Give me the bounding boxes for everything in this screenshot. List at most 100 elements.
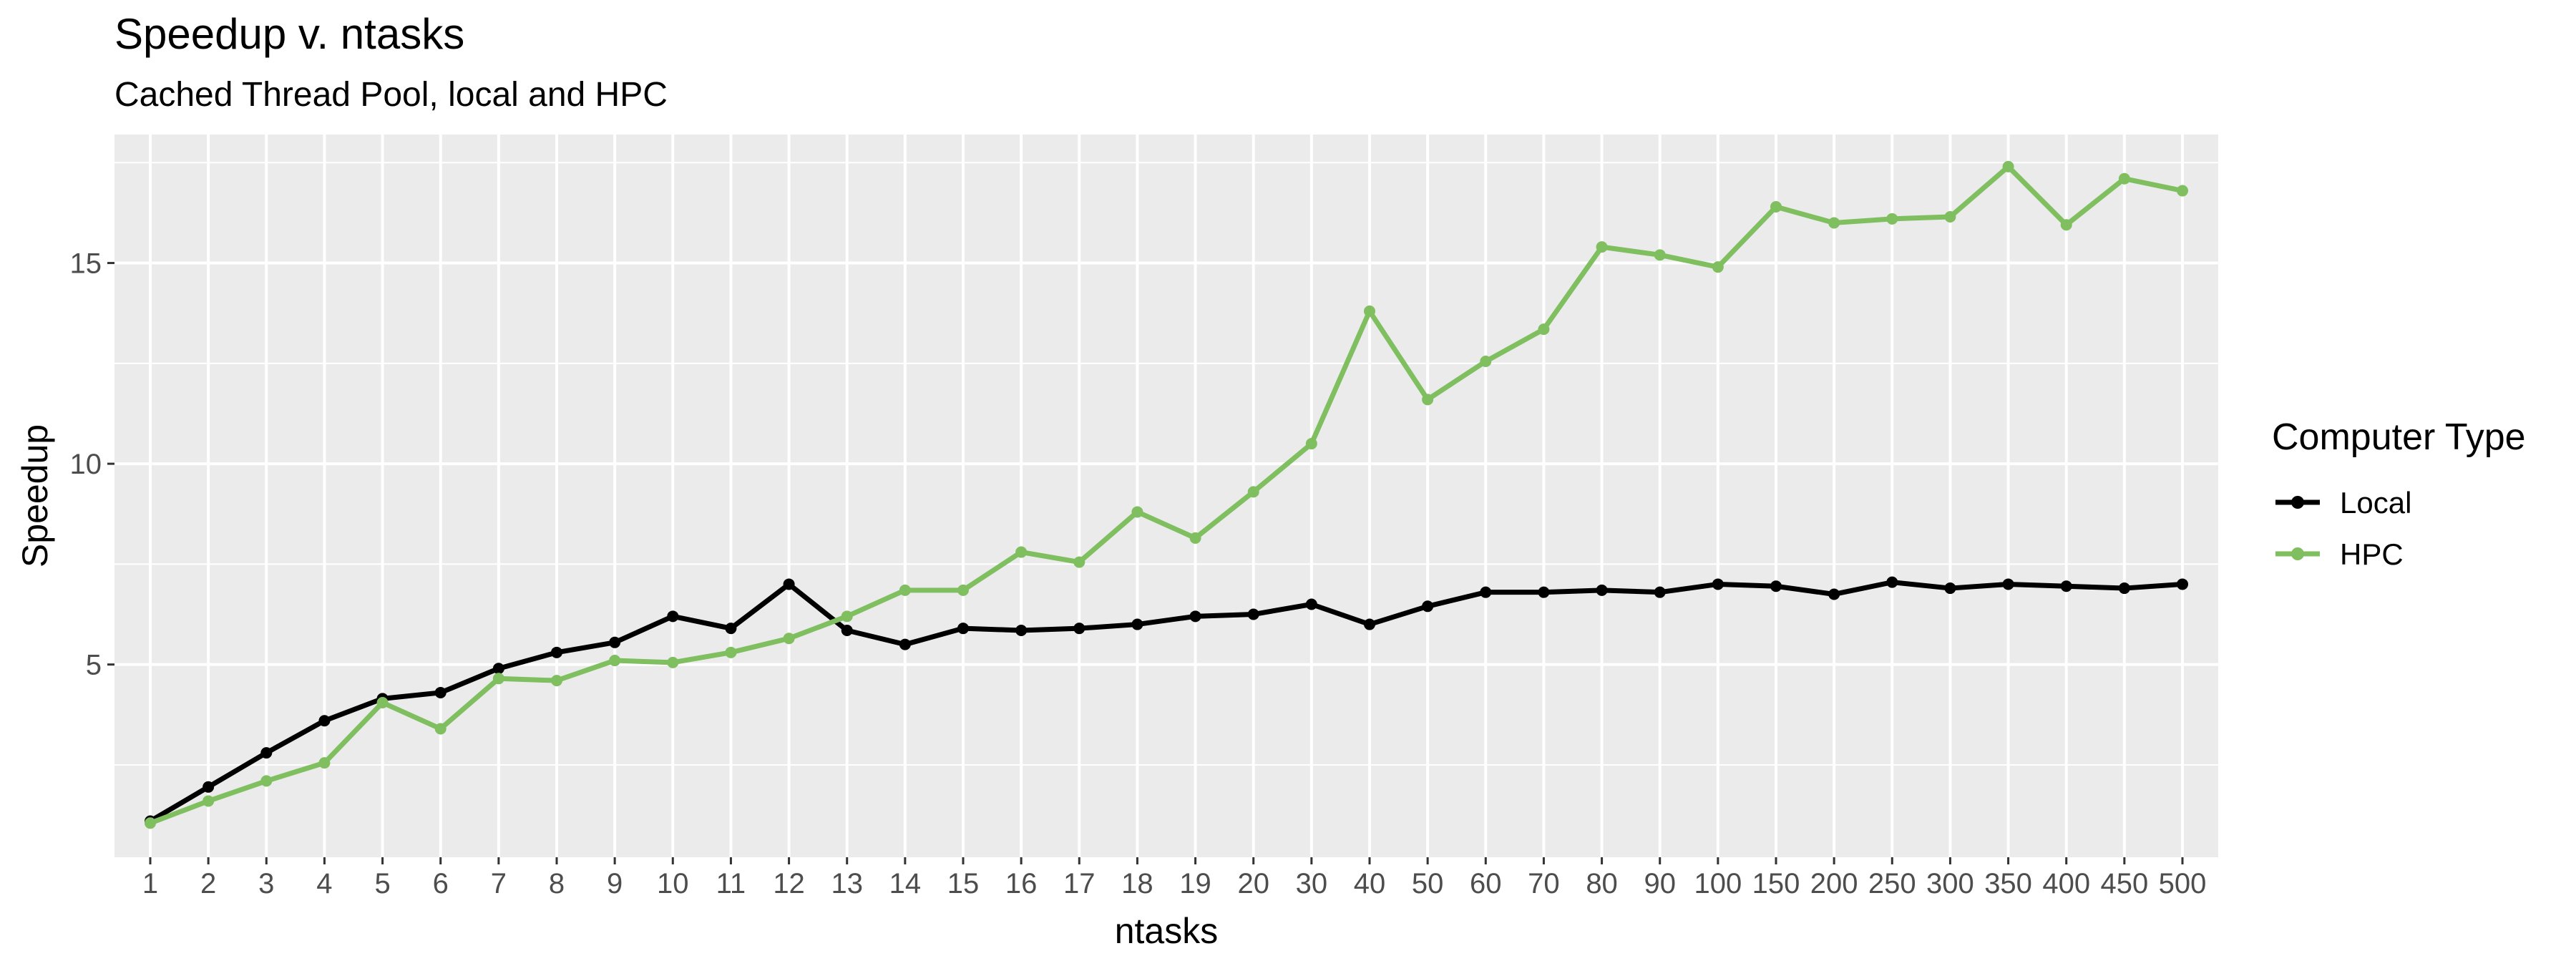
data-point-local — [1015, 624, 1028, 636]
x-tick-label: 100 — [1694, 868, 1742, 899]
x-tick-label: 9 — [607, 868, 623, 899]
data-point-hpc — [725, 646, 737, 658]
x-tick-label: 300 — [1926, 868, 1974, 899]
data-point-local — [1828, 588, 1840, 600]
legend-key-point — [2291, 547, 2304, 560]
x-tick-label: 6 — [433, 868, 449, 899]
x-tick-label: 1 — [142, 868, 158, 899]
x-tick-label: 5 — [374, 868, 390, 899]
x-tick-label: 18 — [1121, 868, 1153, 899]
x-tick-label: 20 — [1237, 868, 1269, 899]
data-point-hpc — [2177, 185, 2188, 197]
data-point-local — [1247, 608, 1259, 620]
data-point-hpc — [957, 584, 969, 596]
data-point-hpc — [1189, 532, 1201, 544]
legend-item-hpc: HPC — [2275, 537, 2404, 571]
series-line-hpc — [147, 164, 2185, 826]
data-point-local — [1131, 618, 1143, 630]
x-tick-label: 2 — [200, 868, 216, 899]
data-point-local — [1712, 578, 1724, 590]
x-tick-label: 7 — [491, 868, 507, 899]
x-tick-label: 40 — [1354, 868, 1386, 899]
legend-label: HPC — [2340, 537, 2404, 571]
y-axis-ticks: 5 10 15 — [70, 248, 114, 681]
data-point-local — [1073, 623, 1085, 635]
data-point-hpc — [434, 723, 447, 735]
data-point-hpc — [841, 610, 853, 623]
data-point-hpc — [260, 775, 273, 787]
data-point-hpc — [1305, 438, 1317, 450]
x-axis-ticks: 1 2 3 4 5 6 7 8 9 10 11 12 13 14 15 16 17 18 19 20 30 40 50 60 7… — [142, 857, 2207, 899]
y-tick-label: 5 — [86, 650, 102, 681]
data-point-hpc — [1712, 261, 1724, 273]
x-tick-label: 50 — [1412, 868, 1444, 899]
plot-panel — [114, 135, 2218, 857]
data-point-hpc — [1944, 211, 1956, 223]
y-tick-label: 10 — [70, 449, 102, 480]
data-point-hpc — [899, 584, 911, 596]
data-point-hpc — [551, 675, 562, 687]
x-tick-label: 500 — [2159, 868, 2207, 899]
data-point-local — [1364, 618, 1375, 630]
data-point-hpc — [783, 633, 795, 645]
y-axis-title: Speedup — [15, 424, 55, 567]
data-point-local — [609, 636, 621, 648]
data-point-local — [260, 747, 273, 759]
data-point-local — [2177, 578, 2188, 590]
data-point-local — [1596, 584, 1608, 596]
data-point-local — [1189, 610, 1201, 623]
data-point-local — [783, 578, 795, 590]
x-tick-label: 17 — [1063, 868, 1096, 899]
data-point-local — [957, 623, 969, 635]
data-point-local — [1538, 586, 1550, 598]
data-point-hpc — [1654, 249, 1666, 261]
data-point-local — [899, 638, 911, 650]
data-point-hpc — [492, 673, 504, 685]
x-tick-label: 8 — [549, 868, 565, 899]
data-point-hpc — [1422, 394, 1434, 406]
data-point-hpc — [1770, 201, 1782, 213]
data-point-local — [725, 623, 737, 635]
data-point-hpc — [2060, 219, 2072, 231]
data-point-hpc — [1131, 506, 1143, 518]
data-point-local — [492, 663, 504, 675]
x-tick-label: 90 — [1644, 868, 1676, 899]
legend: Computer Type Local HPC — [2272, 416, 2526, 571]
data-point-local — [551, 646, 562, 658]
chart-subtitle: Cached Thread Pool, local and HPC — [114, 76, 668, 114]
data-point-hpc — [1015, 546, 1028, 558]
x-tick-label: 350 — [1984, 868, 2032, 899]
x-tick-label: 450 — [2100, 868, 2148, 899]
data-point-local — [1654, 586, 1666, 598]
data-point-local — [1886, 576, 1898, 588]
data-point-local — [2002, 578, 2014, 590]
data-point-local — [1422, 600, 1434, 613]
y-tick-label: 15 — [70, 248, 102, 280]
data-point-hpc — [1886, 213, 1898, 225]
data-point-hpc — [1073, 556, 1085, 568]
data-point-local — [1944, 582, 1956, 595]
data-point-hpc — [1480, 356, 1492, 368]
x-tick-label: 13 — [831, 868, 863, 899]
data-point-local — [2118, 582, 2130, 595]
x-tick-label: 4 — [316, 868, 332, 899]
chart-title: Speedup v. ntasks — [114, 10, 464, 58]
data-point-hpc — [203, 795, 215, 807]
data-point-hpc — [145, 817, 156, 829]
data-point-hpc — [609, 655, 621, 667]
data-point-hpc — [1596, 241, 1608, 253]
x-tick-label: 70 — [1528, 868, 1560, 899]
x-tick-label: 10 — [657, 868, 689, 899]
data-point-local — [841, 624, 853, 636]
legend-label: Local — [2340, 486, 2411, 519]
x-tick-label: 250 — [1868, 868, 1916, 899]
x-tick-label: 30 — [1296, 868, 1328, 899]
x-tick-label: 3 — [258, 868, 274, 899]
data-point-hpc — [1538, 323, 1550, 336]
data-point-hpc — [2002, 160, 2014, 172]
grid-lines — [114, 135, 2218, 857]
data-point-local — [318, 715, 331, 727]
x-tick-label: 400 — [2042, 868, 2090, 899]
series-layer — [145, 160, 2188, 829]
